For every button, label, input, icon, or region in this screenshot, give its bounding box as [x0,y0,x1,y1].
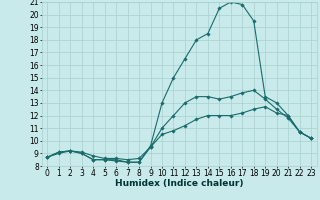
X-axis label: Humidex (Indice chaleur): Humidex (Indice chaleur) [115,179,244,188]
